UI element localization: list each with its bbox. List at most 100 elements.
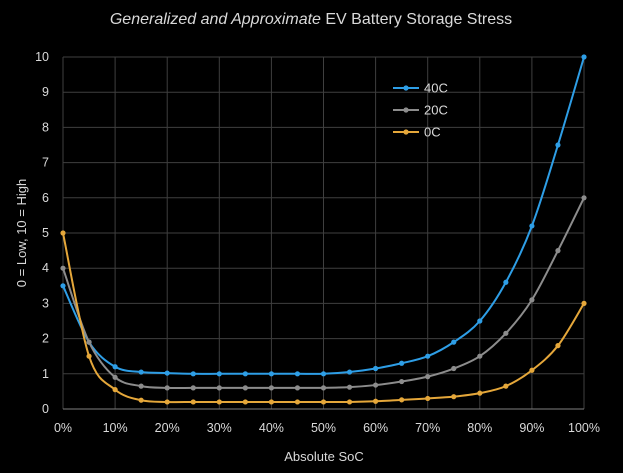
- data-point-0c: [320, 399, 327, 405]
- data-point-20c: [346, 384, 353, 390]
- data-point-20c: [86, 339, 92, 345]
- data-point-20c: [294, 385, 301, 391]
- data-point-0c: [242, 399, 248, 405]
- data-point-20c: [477, 353, 483, 359]
- data-point-0c: [373, 398, 379, 404]
- data-point-0c: [190, 399, 196, 405]
- y-tick-label: 4: [42, 261, 49, 275]
- y-tick-label: 2: [42, 332, 49, 346]
- legend-entry-40c: 40C: [393, 81, 448, 96]
- data-point-0c: [112, 387, 118, 393]
- data-point-0c: [294, 399, 301, 405]
- y-tick-label: 7: [42, 156, 49, 170]
- data-point-40c: [555, 142, 561, 148]
- x-tick-label: 10%: [103, 421, 128, 435]
- x-tick-label: 60%: [363, 421, 388, 435]
- data-point-20c: [425, 374, 431, 380]
- legend-label: 0C: [424, 125, 441, 140]
- data-point-40c: [112, 364, 118, 370]
- data-point-0c: [503, 383, 509, 389]
- data-point-0c: [529, 367, 535, 373]
- series-lines: [60, 54, 587, 405]
- data-point-20c: [399, 378, 405, 385]
- series-0c: [60, 230, 587, 405]
- y-tick-label: 9: [42, 85, 49, 99]
- y-tick-label: 1: [42, 367, 49, 381]
- x-tick-label: 90%: [519, 421, 544, 435]
- x-tick-label: 20%: [155, 421, 180, 435]
- legend-swatch-marker: [403, 107, 409, 113]
- chart-title-rest: EV Battery Storage Stress: [321, 11, 512, 28]
- data-point-40c: [581, 54, 587, 60]
- data-point-20c: [451, 365, 457, 372]
- data-point-40c: [346, 369, 353, 375]
- data-point-20c: [216, 385, 222, 391]
- data-point-0c: [138, 397, 144, 403]
- chart-title: Generalized and Approximate EV Battery S…: [110, 11, 512, 28]
- data-point-0c: [555, 343, 561, 349]
- data-point-20c: [373, 382, 379, 388]
- data-point-40c: [529, 223, 535, 229]
- x-tick-label: 30%: [207, 421, 232, 435]
- data-point-40c: [216, 371, 222, 377]
- x-tick-label: 40%: [259, 421, 284, 435]
- y-tick-label: 6: [42, 191, 49, 205]
- data-point-20c: [581, 195, 587, 201]
- data-point-40c: [503, 279, 509, 285]
- data-point-40c: [399, 360, 405, 366]
- gridlines: [62, 56, 585, 409]
- x-axis-label: Absolute SoC: [284, 449, 364, 464]
- data-point-40c: [190, 371, 196, 377]
- data-point-40c: [320, 371, 327, 377]
- data-point-0c: [164, 399, 170, 405]
- data-point-0c: [60, 230, 66, 236]
- series-40c: [60, 54, 587, 377]
- legend-swatch-marker: [403, 85, 409, 91]
- data-point-20c: [138, 383, 144, 389]
- x-tick-label: 80%: [467, 421, 492, 435]
- data-point-40c: [294, 371, 301, 377]
- data-point-40c: [164, 370, 170, 376]
- data-point-20c: [268, 385, 274, 391]
- data-point-20c: [529, 297, 535, 303]
- data-point-40c: [138, 369, 144, 375]
- data-point-20c: [190, 385, 196, 391]
- data-point-0c: [268, 399, 274, 405]
- x-tick-label: 100%: [568, 421, 600, 435]
- y-tick-label: 8: [42, 120, 49, 134]
- y-tick-label: 3: [42, 296, 49, 310]
- legend-entry-20c: 20C: [393, 103, 448, 118]
- y-tick-label: 10: [35, 50, 49, 64]
- chart-title-italic: Generalized and Approximate: [110, 11, 321, 28]
- data-point-40c: [425, 353, 431, 359]
- data-point-20c: [60, 265, 66, 271]
- y-tick-label: 0: [42, 402, 49, 416]
- data-point-0c: [399, 397, 405, 403]
- data-point-40c: [242, 371, 248, 377]
- y-axis-label: 0 = Low, 10 = High: [14, 179, 29, 287]
- data-point-0c: [581, 300, 587, 306]
- data-point-20c: [555, 248, 561, 254]
- data-point-40c: [268, 371, 274, 377]
- data-point-20c: [112, 374, 118, 380]
- data-point-20c: [164, 385, 170, 391]
- x-tick-label: 0%: [54, 421, 72, 435]
- legend: 40C 20C 0C: [393, 81, 448, 140]
- legend-entry-0c: 0C: [393, 125, 441, 140]
- x-tick-label: 70%: [415, 421, 440, 435]
- data-point-20c: [320, 385, 327, 391]
- data-point-20c: [242, 385, 248, 391]
- data-point-0c: [346, 399, 353, 405]
- data-point-40c: [451, 339, 457, 345]
- legend-swatch-marker: [403, 129, 409, 135]
- x-tick-label: 50%: [311, 421, 336, 435]
- data-point-40c: [477, 318, 483, 324]
- y-tick-label: 5: [42, 226, 49, 240]
- legend-label: 40C: [424, 81, 448, 96]
- data-point-0c: [216, 399, 222, 405]
- data-point-40c: [373, 365, 379, 372]
- data-point-0c: [451, 394, 457, 400]
